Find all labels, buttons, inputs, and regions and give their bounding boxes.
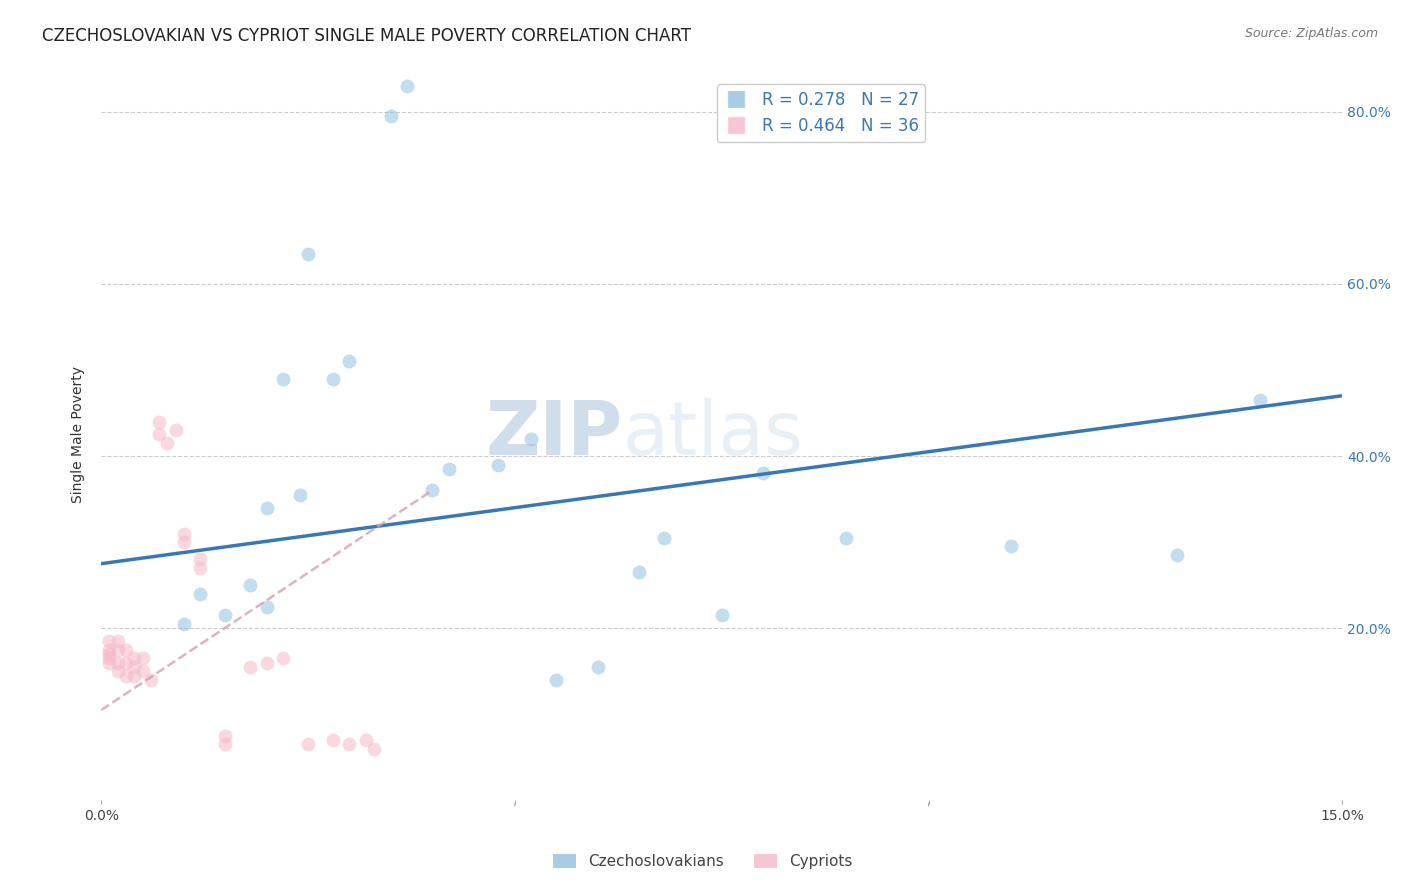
Point [363, 741, 385, 756]
Point [98, 656, 121, 670]
Point [271, 651, 294, 665]
Point [139, 673, 162, 687]
Point [214, 738, 236, 752]
Point [107, 634, 129, 648]
Point [173, 616, 195, 631]
Point [115, 668, 138, 682]
Point [710, 608, 733, 623]
Point [437, 462, 460, 476]
Point [173, 526, 195, 541]
Point [288, 488, 311, 502]
Text: Source: ZipAtlas.com: Source: ZipAtlas.com [1244, 27, 1378, 40]
Point [486, 458, 509, 472]
Point [297, 738, 319, 752]
Point [156, 436, 179, 450]
Point [752, 467, 775, 481]
Point [256, 599, 278, 614]
Legend: Czechoslovakians, Cypriots: Czechoslovakians, Cypriots [547, 848, 859, 875]
Point [98, 642, 121, 657]
Point [131, 665, 153, 679]
Point [271, 371, 294, 385]
Point [546, 673, 568, 687]
Point [107, 642, 129, 657]
Point [107, 656, 129, 670]
Point [148, 415, 170, 429]
Point [214, 608, 236, 623]
Point [190, 552, 212, 566]
Point [131, 651, 153, 665]
Point [396, 78, 419, 93]
Point [98, 647, 121, 661]
Legend: R = 0.278   N = 27, R = 0.464   N = 36: R = 0.278 N = 27, R = 0.464 N = 36 [717, 84, 925, 142]
Point [148, 427, 170, 442]
Point [520, 432, 543, 446]
Point [190, 561, 212, 575]
Point [98, 634, 121, 648]
Point [115, 656, 138, 670]
Text: atlas: atlas [623, 398, 803, 471]
Point [256, 500, 278, 515]
Point [173, 535, 195, 549]
Point [214, 729, 236, 743]
Point [652, 531, 675, 545]
Point [190, 587, 212, 601]
Point [165, 423, 187, 437]
Point [239, 660, 262, 674]
Point [420, 483, 443, 498]
Point [1166, 548, 1188, 562]
Text: ZIP: ZIP [485, 398, 623, 471]
Point [380, 109, 402, 123]
Y-axis label: Single Male Poverty: Single Male Poverty [72, 366, 86, 503]
Point [322, 371, 344, 385]
Point [1000, 540, 1022, 554]
Point [124, 651, 146, 665]
Point [339, 354, 361, 368]
Point [354, 733, 377, 747]
Point [98, 651, 121, 665]
Point [322, 733, 344, 747]
Point [107, 665, 129, 679]
Point [239, 578, 262, 592]
Point [835, 531, 858, 545]
Point [586, 660, 609, 674]
Point [1249, 392, 1271, 407]
Point [339, 738, 361, 752]
Point [627, 566, 650, 580]
Point [124, 668, 146, 682]
Point [115, 642, 138, 657]
Point [256, 656, 278, 670]
Point [124, 660, 146, 674]
Text: CZECHOSLOVAKIAN VS CYPRIOT SINGLE MALE POVERTY CORRELATION CHART: CZECHOSLOVAKIAN VS CYPRIOT SINGLE MALE P… [42, 27, 692, 45]
Point [297, 246, 319, 260]
